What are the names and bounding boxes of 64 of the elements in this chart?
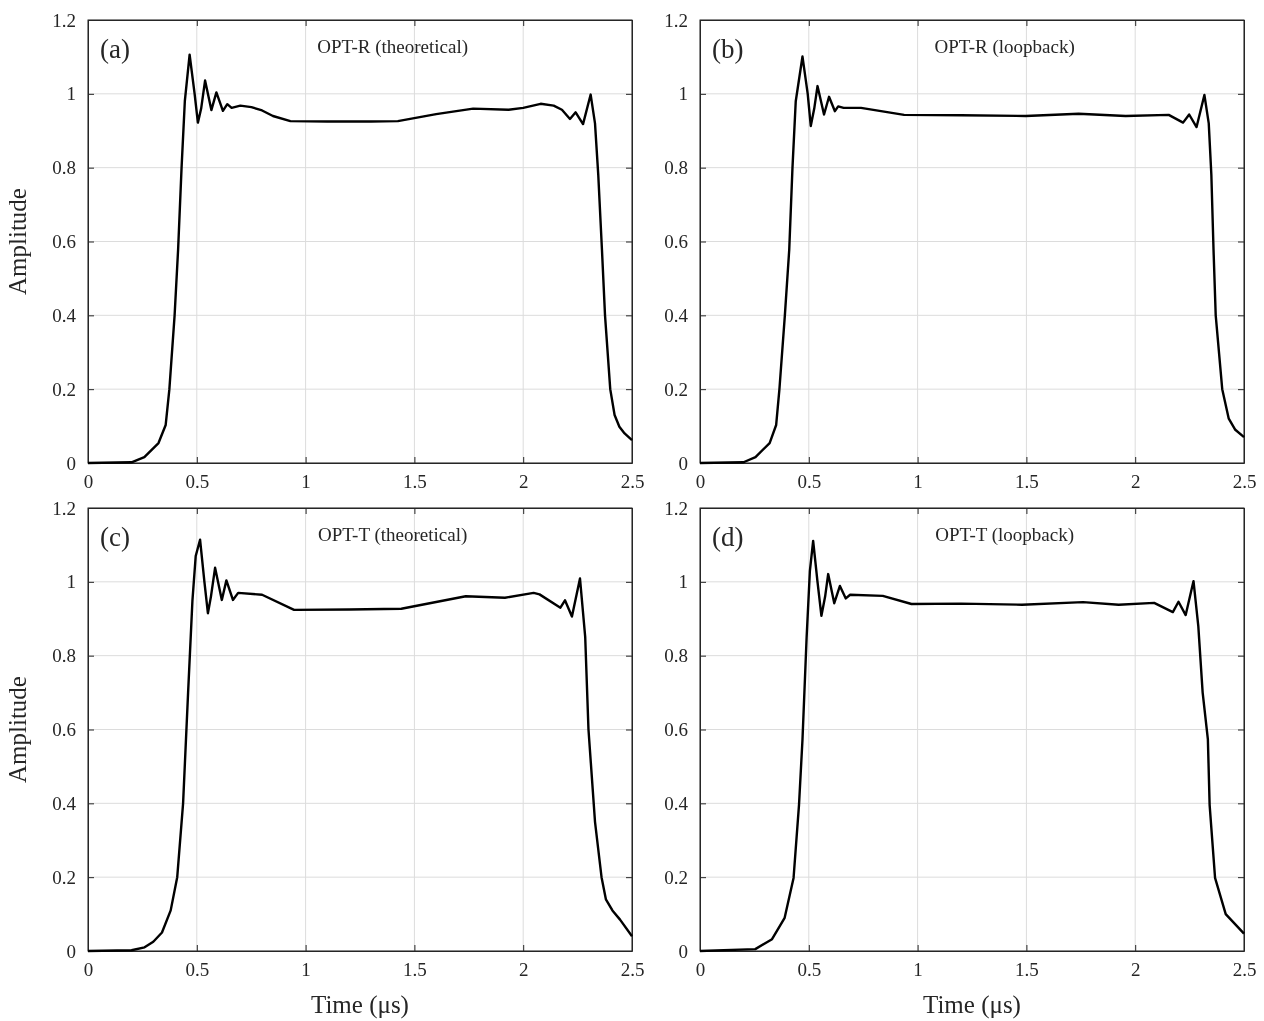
y-tick-label: 0.8 (52, 645, 76, 667)
x-tick-label: 0 (83, 471, 94, 493)
y-tick-label: 1.2 (52, 9, 76, 31)
y-tick-label: 0.6 (664, 231, 688, 253)
x-tick-label: 0 (83, 959, 94, 981)
x-tick-label: 1 (913, 959, 923, 981)
annotation: (a) (100, 34, 130, 64)
y-tick-label: 1.2 (664, 9, 688, 31)
y-tick-label: 0 (66, 452, 76, 474)
x-tick-label: 1 (301, 959, 311, 981)
y-tick-label: 0.2 (664, 866, 688, 888)
x-tick-label: 2.5 (1232, 471, 1257, 493)
text: OPT-T (theoretical) (317, 524, 468, 546)
y-tick-label: 0.4 (664, 792, 689, 814)
y-tick-label: 1 (678, 83, 688, 105)
x-tick-label: 0.5 (185, 959, 210, 981)
x-tick-label: 0.5 (797, 959, 822, 981)
y-tick-label: 1 (66, 83, 76, 105)
x-tick-label: 2 (1130, 471, 1141, 493)
y-tick-label: 0.4 (52, 304, 77, 326)
y-tick-label: 0.6 (52, 719, 76, 741)
x-axis-title: Time (μs) (311, 991, 409, 1019)
y-tick-label: 0.4 (52, 792, 77, 814)
y-tick-label: 0.2 (52, 866, 76, 888)
annotation: (d) (712, 522, 744, 552)
y-axis-title: Amplitude (4, 676, 31, 783)
y-tick-label: 0.2 (664, 378, 688, 400)
y-tick-label: 0 (678, 452, 688, 474)
text: OPT-R (theoretical) (317, 36, 469, 58)
annotation: (b) (712, 34, 744, 64)
x-tick-label: 2.5 (620, 959, 645, 981)
x-tick-label: 2.5 (1232, 959, 1257, 981)
y-tick-label: 0.2 (52, 378, 76, 400)
x-tick-label: 0 (695, 471, 706, 493)
text: OPT-R (loopback) (934, 36, 1075, 58)
x-tick-label: 0 (695, 959, 706, 981)
text: OPT-T (loopback) (935, 524, 1075, 546)
x-axis-title: Time (μs) (923, 991, 1021, 1019)
y-tick-label: 0 (66, 940, 76, 962)
x-tick-label: 1.5 (1015, 959, 1039, 981)
y-tick-label: 0.8 (664, 157, 688, 179)
x-tick-label: 2 (518, 471, 529, 493)
y-tick-label: 1 (66, 571, 76, 593)
x-tick-label: 0.5 (797, 471, 822, 493)
x-tick-label: 1.5 (1015, 471, 1039, 493)
x-tick-label: 1.5 (403, 959, 427, 981)
y-tick-label: 0.6 (52, 231, 76, 253)
y-tick-label: 0.8 (664, 645, 688, 667)
y-tick-label: 1.2 (52, 497, 76, 519)
y-tick-label: 1 (678, 571, 688, 593)
y-tick-label: 0.6 (664, 719, 688, 741)
y-tick-label: 0.8 (52, 157, 76, 179)
x-tick-label: 0.5 (185, 471, 210, 493)
x-tick-label: 1 (301, 471, 311, 493)
x-tick-label: 1 (913, 471, 923, 493)
x-tick-label: 1.5 (403, 471, 427, 493)
x-tick-label: 2.5 (620, 471, 645, 493)
x-tick-label: 2 (518, 959, 529, 981)
y-axis-title: Amplitude (4, 188, 31, 295)
y-tick-label: 1.2 (664, 497, 688, 519)
x-tick-label: 2 (1130, 959, 1141, 981)
annotation: (c) (100, 522, 130, 552)
y-tick-label: 0.4 (664, 304, 689, 326)
y-tick-label: 0 (678, 940, 688, 962)
